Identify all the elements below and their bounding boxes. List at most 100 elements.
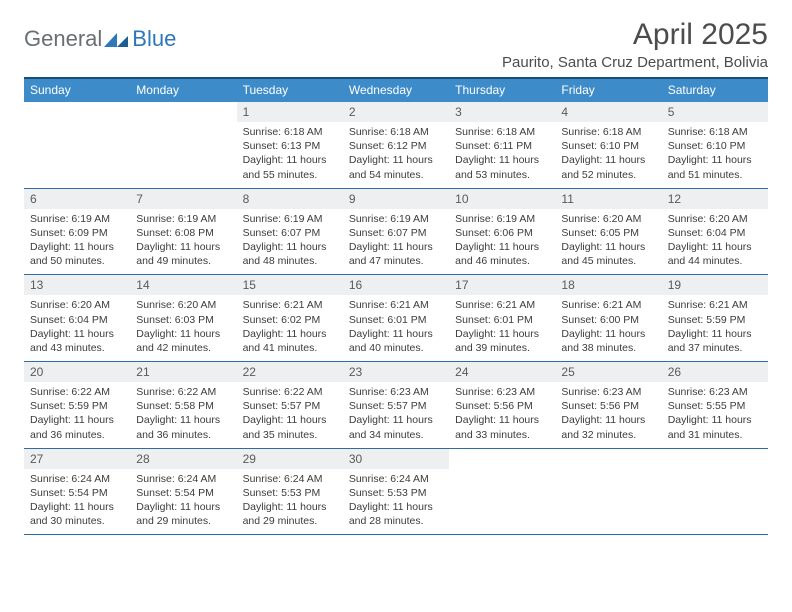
calendar-cell: 0 [662,449,768,535]
day-number: 25 [555,362,661,382]
brand-text-general: General [24,26,102,52]
day-body: Sunrise: 6:20 AMSunset: 6:05 PMDaylight:… [555,209,661,275]
calendar-cell: 14Sunrise: 6:20 AMSunset: 6:03 PMDayligh… [130,275,236,361]
calendar-week: 001Sunrise: 6:18 AMSunset: 6:13 PMDaylig… [24,102,768,188]
calendar-cell: 12Sunrise: 6:20 AMSunset: 6:04 PMDayligh… [662,189,768,275]
day-number: 23 [343,362,449,382]
calendar-cell: 0 [555,449,661,535]
day-body: Sunrise: 6:23 AMSunset: 5:57 PMDaylight:… [343,382,449,448]
header: General Blue April 2025 Paurito, Santa C… [24,18,768,71]
day-body: Sunrise: 6:24 AMSunset: 5:53 PMDaylight:… [237,469,343,535]
day-number: 16 [343,275,449,295]
calendar-cell: 7Sunrise: 6:19 AMSunset: 6:08 PMDaylight… [130,189,236,275]
day-number: 29 [237,449,343,469]
weekday-header: Sunday [24,79,130,102]
day-body: Sunrise: 6:23 AMSunset: 5:55 PMDaylight:… [662,382,768,448]
calendar-cell: 28Sunrise: 6:24 AMSunset: 5:54 PMDayligh… [130,449,236,535]
calendar-cell: 2Sunrise: 6:18 AMSunset: 6:12 PMDaylight… [343,102,449,188]
day-body: Sunrise: 6:21 AMSunset: 6:00 PMDaylight:… [555,295,661,361]
weekday-header: Friday [555,79,661,102]
day-body: Sunrise: 6:19 AMSunset: 6:07 PMDaylight:… [343,209,449,275]
day-body: Sunrise: 6:19 AMSunset: 6:09 PMDaylight:… [24,209,130,275]
calendar-cell: 24Sunrise: 6:23 AMSunset: 5:56 PMDayligh… [449,362,555,448]
day-number: 30 [343,449,449,469]
calendar-cell: 30Sunrise: 6:24 AMSunset: 5:53 PMDayligh… [343,449,449,535]
day-body: Sunrise: 6:19 AMSunset: 6:07 PMDaylight:… [237,209,343,275]
day-body: Sunrise: 6:19 AMSunset: 6:08 PMDaylight:… [130,209,236,275]
calendar-cell: 20Sunrise: 6:22 AMSunset: 5:59 PMDayligh… [24,362,130,448]
calendar-cell: 13Sunrise: 6:20 AMSunset: 6:04 PMDayligh… [24,275,130,361]
day-body: Sunrise: 6:22 AMSunset: 5:59 PMDaylight:… [24,382,130,448]
day-body: Sunrise: 6:18 AMSunset: 6:10 PMDaylight:… [555,122,661,188]
day-body: Sunrise: 6:18 AMSunset: 6:12 PMDaylight:… [343,122,449,188]
calendar-cell: 19Sunrise: 6:21 AMSunset: 5:59 PMDayligh… [662,275,768,361]
day-number: 7 [130,189,236,209]
day-number: 19 [662,275,768,295]
weekday-header: Monday [130,79,236,102]
day-body [662,469,768,478]
day-number: 22 [237,362,343,382]
calendar-cell: 16Sunrise: 6:21 AMSunset: 6:01 PMDayligh… [343,275,449,361]
day-number: 14 [130,275,236,295]
day-body: Sunrise: 6:18 AMSunset: 6:10 PMDaylight:… [662,122,768,188]
day-body [449,469,555,478]
day-body: Sunrise: 6:24 AMSunset: 5:54 PMDaylight:… [24,469,130,535]
day-number: 1 [237,102,343,122]
brand-mark-icon [104,30,130,48]
calendar-cell: 1Sunrise: 6:18 AMSunset: 6:13 PMDaylight… [237,102,343,188]
calendar-cell: 27Sunrise: 6:24 AMSunset: 5:54 PMDayligh… [24,449,130,535]
calendar-cell: 6Sunrise: 6:19 AMSunset: 6:09 PMDaylight… [24,189,130,275]
calendar-cell: 15Sunrise: 6:21 AMSunset: 6:02 PMDayligh… [237,275,343,361]
calendar-cell: 0 [24,102,130,188]
calendar: SundayMondayTuesdayWednesdayThursdayFrid… [24,77,768,535]
day-body [555,469,661,478]
calendar-cell: 5Sunrise: 6:18 AMSunset: 6:10 PMDaylight… [662,102,768,188]
day-number: 6 [24,189,130,209]
day-number: 11 [555,189,661,209]
day-body [130,122,236,131]
calendar-week: 13Sunrise: 6:20 AMSunset: 6:04 PMDayligh… [24,274,768,361]
calendar-cell: 25Sunrise: 6:23 AMSunset: 5:56 PMDayligh… [555,362,661,448]
day-body: Sunrise: 6:21 AMSunset: 5:59 PMDaylight:… [662,295,768,361]
day-number: 4 [555,102,661,122]
weekday-header: Thursday [449,79,555,102]
calendar-weeks: 001Sunrise: 6:18 AMSunset: 6:13 PMDaylig… [24,102,768,534]
brand-text-blue: Blue [132,26,176,52]
day-number: 2 [343,102,449,122]
day-body: Sunrise: 6:21 AMSunset: 6:01 PMDaylight:… [449,295,555,361]
weekday-header: Tuesday [237,79,343,102]
brand-logo: General Blue [24,18,176,52]
day-body [24,122,130,131]
calendar-cell: 26Sunrise: 6:23 AMSunset: 5:55 PMDayligh… [662,362,768,448]
day-number: 5 [662,102,768,122]
day-body: Sunrise: 6:18 AMSunset: 6:11 PMDaylight:… [449,122,555,188]
day-body: Sunrise: 6:22 AMSunset: 5:57 PMDaylight:… [237,382,343,448]
day-number: 3 [449,102,555,122]
day-body: Sunrise: 6:18 AMSunset: 6:13 PMDaylight:… [237,122,343,188]
page-subtitle: Paurito, Santa Cruz Department, Bolivia [502,54,768,71]
day-body: Sunrise: 6:22 AMSunset: 5:58 PMDaylight:… [130,382,236,448]
day-number: 10 [449,189,555,209]
calendar-cell: 17Sunrise: 6:21 AMSunset: 6:01 PMDayligh… [449,275,555,361]
calendar-cell: 21Sunrise: 6:22 AMSunset: 5:58 PMDayligh… [130,362,236,448]
calendar-cell: 0 [130,102,236,188]
calendar-cell: 11Sunrise: 6:20 AMSunset: 6:05 PMDayligh… [555,189,661,275]
page-title: April 2025 [502,18,768,52]
day-body: Sunrise: 6:21 AMSunset: 6:02 PMDaylight:… [237,295,343,361]
calendar-cell: 0 [449,449,555,535]
calendar-bottom-border [24,534,768,535]
weekday-header: Wednesday [343,79,449,102]
calendar-cell: 29Sunrise: 6:24 AMSunset: 5:53 PMDayligh… [237,449,343,535]
day-number: 20 [24,362,130,382]
calendar-cell: 9Sunrise: 6:19 AMSunset: 6:07 PMDaylight… [343,189,449,275]
day-number: 27 [24,449,130,469]
calendar-cell: 22Sunrise: 6:22 AMSunset: 5:57 PMDayligh… [237,362,343,448]
day-body: Sunrise: 6:24 AMSunset: 5:53 PMDaylight:… [343,469,449,535]
day-number: 15 [237,275,343,295]
day-body: Sunrise: 6:20 AMSunset: 6:04 PMDaylight:… [662,209,768,275]
day-body: Sunrise: 6:19 AMSunset: 6:06 PMDaylight:… [449,209,555,275]
day-number: 18 [555,275,661,295]
day-body: Sunrise: 6:20 AMSunset: 6:03 PMDaylight:… [130,295,236,361]
day-number: 12 [662,189,768,209]
day-body: Sunrise: 6:20 AMSunset: 6:04 PMDaylight:… [24,295,130,361]
